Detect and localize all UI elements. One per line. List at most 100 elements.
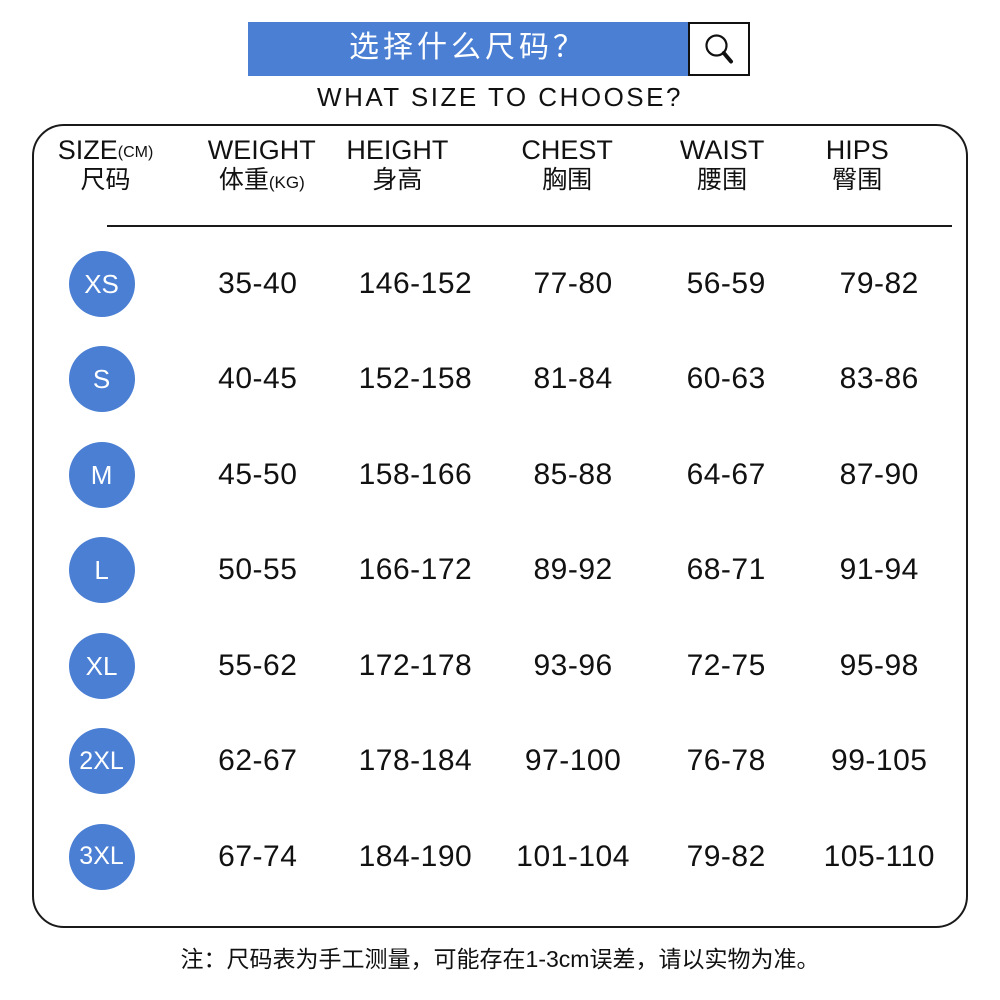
column-header-size: SIZE(CM) 尺码 [43, 135, 180, 195]
value-chest: 85-88 [533, 457, 613, 491]
cell-hips: 105-110 [802, 840, 957, 874]
table-header-row: SIZE(CM) 尺码 WEIGHT 体重(KG) HEIGHT 身高 CHES… [43, 124, 957, 234]
search-button[interactable] [688, 22, 750, 76]
size-badge: M [68, 441, 135, 508]
value-hips: 91-94 [839, 553, 919, 587]
value-hips: 87-90 [839, 457, 919, 491]
cell-size: L [43, 537, 180, 604]
cell-chest: 81-84 [495, 362, 650, 396]
cell-size: 3XL [43, 823, 180, 890]
cell-waist: 79-82 [651, 840, 802, 874]
cell-chest: 97-100 [495, 744, 650, 778]
value-hips: 83-86 [839, 362, 919, 396]
page-header: 选择什么尺码？ WHAT SIZE TO CHOOSE? [0, 0, 1000, 118]
value-height: 184-190 [358, 839, 473, 873]
cell-hips: 79-82 [802, 267, 957, 301]
title-banner-row: 选择什么尺码？ [248, 22, 750, 76]
value-hips: 79-82 [839, 266, 919, 300]
value-waist: 79-82 [686, 839, 766, 873]
cell-weight: 67-74 [180, 840, 335, 874]
value-height: 166-172 [358, 553, 473, 587]
cell-chest: 101-104 [495, 840, 650, 874]
cell-height: 184-190 [335, 840, 495, 874]
column-header-weight-unit: (KG) [268, 173, 305, 193]
cell-hips: 91-94 [802, 553, 957, 587]
cell-waist: 72-75 [651, 649, 802, 683]
table-row: S 40-45 152-158 81-84 60-63 83-86 [43, 332, 957, 428]
size-badge: 2XL [68, 728, 135, 795]
column-header-waist-cn: 腰围 [697, 166, 748, 195]
page-title-banner: 选择什么尺码？ [248, 22, 688, 76]
size-table: SIZE(CM) 尺码 WEIGHT 体重(KG) HEIGHT 身高 CHES… [32, 124, 968, 928]
cell-height: 152-158 [335, 362, 495, 396]
column-header-height-en: HEIGHT [346, 135, 449, 165]
value-height: 158-166 [358, 457, 473, 491]
cell-weight: 50-55 [180, 553, 335, 587]
column-header-size-cn: 尺码 [80, 166, 131, 195]
cell-weight: 62-67 [180, 744, 335, 778]
value-hips: 105-110 [823, 839, 935, 873]
column-header-hips: HIPS 臀围 [802, 135, 957, 195]
value-height: 146-152 [358, 266, 473, 300]
header-divider [107, 225, 952, 227]
cell-waist: 60-63 [651, 362, 802, 396]
cell-waist: 64-67 [651, 458, 802, 492]
cell-waist: 56-59 [651, 267, 802, 301]
value-waist: 60-63 [686, 362, 766, 396]
column-header-weight: WEIGHT 体重(KG) [180, 135, 335, 195]
table-body: XS 35-40 146-152 77-80 56-59 79-82 S 40-45 152-1… [43, 236, 957, 905]
size-badge: XS [68, 250, 135, 317]
cell-size: M [43, 441, 180, 508]
cell-height: 172-178 [335, 649, 495, 683]
table-row: 2XL 62-67 178-184 97-100 76-78 99-105 [43, 714, 957, 810]
value-hips: 99-105 [831, 744, 928, 778]
value-chest: 81-84 [533, 362, 613, 396]
value-chest: 89-92 [533, 553, 613, 587]
value-height: 172-178 [358, 648, 473, 682]
value-height: 178-184 [358, 744, 473, 778]
value-chest: 93-96 [533, 648, 613, 682]
column-header-height: HEIGHT 身高 [335, 135, 495, 195]
column-header-height-cn: 身高 [372, 166, 423, 195]
column-header-waist-en: WAIST [679, 135, 765, 165]
column-header-waist: WAIST 腰围 [651, 135, 802, 195]
size-badge: L [68, 537, 135, 604]
size-badge: S [68, 346, 135, 413]
cell-height: 158-166 [335, 458, 495, 492]
value-weight: 45-50 [218, 457, 298, 491]
column-header-hips-cn: 臀围 [832, 166, 883, 195]
cell-hips: 83-86 [802, 362, 957, 396]
column-header-weight-cn: 体重 [218, 166, 269, 195]
cell-weight: 35-40 [180, 267, 335, 301]
cell-weight: 45-50 [180, 458, 335, 492]
cell-chest: 85-88 [495, 458, 650, 492]
size-table-card [32, 124, 968, 928]
search-icon [702, 32, 736, 66]
column-header-chest-cn: 胸围 [542, 166, 593, 195]
value-weight: 35-40 [218, 266, 298, 300]
value-weight: 50-55 [218, 553, 298, 587]
value-waist: 76-78 [686, 744, 766, 778]
column-header-size-unit: (CM) [117, 144, 154, 161]
column-header-size-en: SIZE [57, 135, 118, 165]
cell-height: 166-172 [335, 553, 495, 587]
cell-hips: 99-105 [802, 744, 957, 778]
cell-size: XL [43, 632, 180, 699]
value-chest: 97-100 [524, 744, 622, 778]
cell-weight: 40-45 [180, 362, 335, 396]
column-header-hips-en: HIPS [825, 135, 889, 165]
value-weight: 55-62 [218, 648, 298, 682]
value-weight: 40-45 [218, 362, 298, 396]
value-hips: 95-98 [839, 648, 919, 682]
cell-chest: 77-80 [495, 267, 650, 301]
cell-hips: 95-98 [802, 649, 957, 683]
cell-waist: 68-71 [651, 553, 802, 587]
column-header-weight-en: WEIGHT [207, 135, 316, 165]
value-height: 152-158 [358, 362, 473, 396]
table-row: 3XL 67-74 184-190 101-104 79-82 105-110 [43, 809, 957, 905]
column-header-chest-en: CHEST [521, 135, 613, 165]
table-row: L 50-55 166-172 89-92 68-71 91-94 [43, 523, 957, 619]
value-waist: 68-71 [686, 553, 766, 587]
cell-hips: 87-90 [802, 458, 957, 492]
cell-height: 178-184 [335, 744, 495, 778]
